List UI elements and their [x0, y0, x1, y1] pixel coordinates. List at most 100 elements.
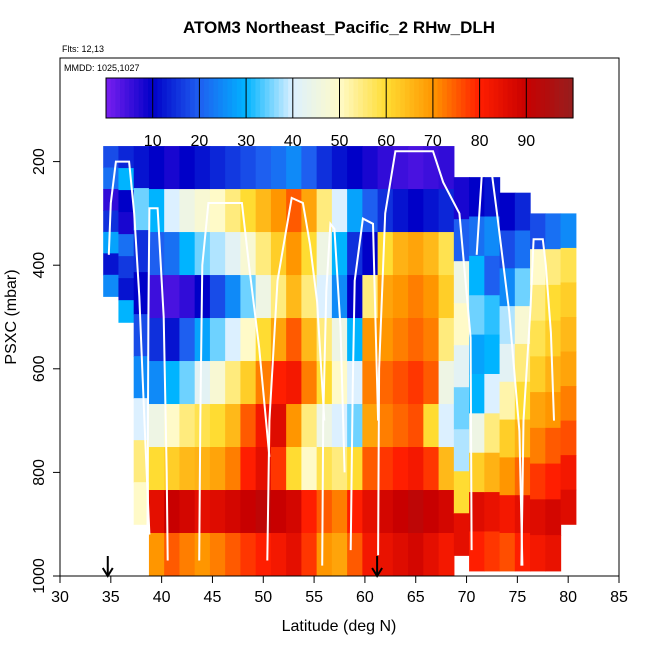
- heatmap-cell: [408, 533, 424, 576]
- colorbar-swatch: [190, 78, 196, 118]
- heatmap-cell: [545, 535, 562, 572]
- colorbar-swatch: [432, 78, 439, 118]
- colorbar-swatch: [395, 78, 401, 118]
- profile-2: [146, 207, 169, 561]
- heatmap-cell: [499, 419, 516, 458]
- colorbar-swatch: [194, 78, 200, 118]
- heatmap-cell: [286, 447, 302, 491]
- colorbar-swatch: [246, 78, 252, 118]
- heatmap-cell: [148, 146, 165, 190]
- heatmap-cell: [270, 232, 287, 276]
- colorbar-swatch: [526, 78, 532, 118]
- heatmap-cell: [225, 189, 242, 233]
- heatmap-cell: [347, 533, 363, 576]
- heatmap-cell: [316, 447, 333, 491]
- colorbar-swatch: [521, 78, 527, 118]
- heatmap-cell: [438, 232, 455, 276]
- heatmap-cell: [194, 318, 211, 362]
- colorbar-swatch: [255, 78, 261, 118]
- heatmap-cell: [301, 490, 318, 534]
- y-tick-label: 200: [31, 148, 48, 175]
- heatmap-cell: [331, 318, 348, 362]
- heatmap-cell: [438, 318, 455, 362]
- heatmap-cell: [194, 447, 211, 491]
- colorbar-tick-label: 90: [517, 133, 535, 150]
- colorbar-swatch: [143, 78, 149, 118]
- heatmap-cell: [484, 295, 501, 336]
- heatmap-cell: [209, 232, 226, 276]
- colorbar-swatch: [297, 78, 303, 118]
- heatmap-cell: [392, 232, 409, 276]
- heatmap-cell: [179, 232, 196, 276]
- colorbar-swatch: [176, 78, 182, 118]
- heatmap-cell: [179, 146, 196, 190]
- heatmap-cell: [240, 533, 257, 576]
- colorbar-swatch: [316, 78, 322, 118]
- heatmap-cell: [225, 533, 242, 576]
- heatmap-cell: [530, 499, 546, 536]
- heatmap-cell: [423, 275, 440, 319]
- colorbar-swatch: [428, 78, 434, 118]
- heatmap-cell: [347, 404, 363, 448]
- profile-3: [198, 202, 271, 561]
- heatmap-cell: [316, 275, 333, 319]
- heatmap-cell: [560, 386, 577, 422]
- heatmap-cell: [377, 447, 394, 491]
- heatmap-cell: [392, 404, 409, 448]
- colorbar-swatch: [381, 78, 387, 118]
- heatmap-cell: [499, 306, 516, 345]
- colorbar-swatch: [269, 78, 275, 118]
- heatmap-cell: [118, 190, 135, 213]
- colorbar-swatch: [484, 78, 490, 118]
- heatmap-cell: [164, 361, 181, 405]
- heatmap-cell: [270, 361, 287, 405]
- heatmap-cell: [316, 533, 333, 576]
- x-axis-label: Latitude (deg N): [282, 618, 397, 635]
- colorbar-tick-label: 50: [331, 133, 349, 150]
- colorbar-swatch: [306, 78, 313, 118]
- heatmap-cell: [438, 361, 455, 405]
- profile-9: [520, 238, 555, 566]
- heatmap-cell: [270, 146, 287, 190]
- heatmap-cell: [560, 455, 577, 491]
- heatmap-cell: [484, 492, 501, 533]
- heatmap-cell: [286, 275, 302, 319]
- x-tick-label: 60: [356, 589, 374, 606]
- heatmap-cell: [560, 317, 577, 353]
- colorbar-swatch: [563, 78, 569, 118]
- heatmap-cell: [362, 404, 379, 448]
- heatmap-cell: [209, 275, 226, 319]
- colorbar-swatch: [498, 78, 504, 118]
- heatmap-cell: [255, 361, 272, 405]
- heatmap-cell: [377, 275, 394, 319]
- heatmap-cell: [362, 447, 379, 491]
- colorbar-swatch: [358, 78, 364, 118]
- colorbar-swatch: [474, 78, 481, 118]
- colorbar-swatch: [204, 78, 210, 118]
- colorbar-swatch: [129, 78, 135, 118]
- colorbar-swatch: [218, 78, 224, 118]
- colorbar-swatch: [162, 78, 168, 118]
- profile-1: [107, 160, 151, 535]
- heatmap-cell: [530, 535, 546, 572]
- heatmap-cell: [377, 404, 394, 448]
- colorbar-swatch: [148, 78, 154, 118]
- heatmap-cell: [408, 361, 424, 405]
- y-tick-label: 800: [31, 459, 48, 486]
- heatmap-cell: [209, 447, 226, 491]
- colorbar-swatch: [302, 78, 308, 118]
- colorbar-swatch: [414, 78, 420, 118]
- heatmap-cell: [103, 167, 120, 190]
- colorbar-swatch: [488, 78, 495, 118]
- colorbar-swatch: [171, 78, 177, 118]
- heatmap-cell: [392, 490, 409, 534]
- heatmap-cell: [530, 249, 546, 286]
- heatmap-cell: [164, 404, 181, 448]
- heatmap-cell: [530, 427, 546, 465]
- heatmap-cell: [164, 447, 181, 491]
- heatmap-cell: [438, 490, 455, 534]
- colorbar-swatch: [152, 78, 158, 118]
- heatmap-cell: [331, 533, 348, 576]
- heatmap-cell: [133, 272, 150, 315]
- colorbar-swatch: [558, 78, 565, 118]
